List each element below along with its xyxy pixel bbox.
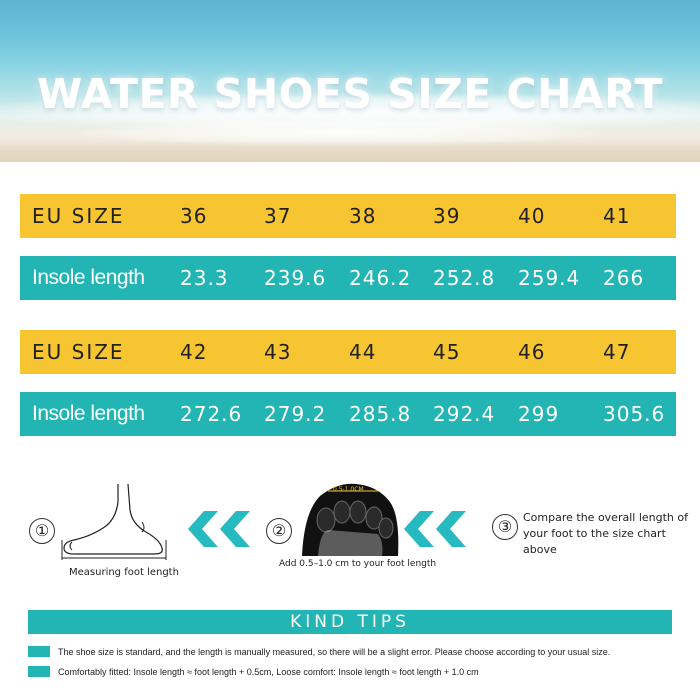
sand-strip [0, 140, 700, 162]
eu-size-label: EU SIZE [32, 204, 125, 228]
length-cell: 252.8 [433, 266, 496, 290]
kind-tips-header: KIND TIPS [28, 610, 672, 634]
chevron-left-double-icon [404, 511, 466, 547]
header-banner: WATER SHOES SIZE CHART [0, 0, 700, 162]
step-1-caption: Measuring foot length [69, 567, 179, 578]
shoe-sole-photo [302, 483, 399, 556]
insole-length-row-2: Insole length 272.6 279.2 285.8 292.4 29… [20, 392, 676, 436]
eu-size-label: EU SIZE [32, 340, 125, 364]
insole-length-row-1: Insole length 23.3 239.6 246.2 252.8 259… [20, 256, 676, 300]
size-cell: 40 [518, 204, 546, 228]
length-cell: 279.2 [264, 402, 327, 426]
step-2-caption: Add 0.5–1.0 cm to your foot length [279, 559, 437, 569]
size-cell: 46 [518, 340, 546, 364]
step-3-text: Compare the overall length of your foot … [523, 511, 688, 556]
length-cell: 285.8 [349, 402, 412, 426]
size-cell: 44 [349, 340, 377, 364]
size-cell: 45 [433, 340, 461, 364]
tip-marker [28, 666, 50, 677]
tip-text: Comfortably fitted: Insole length ≈ foot… [58, 667, 479, 677]
insole-length-label: Insole length [32, 266, 145, 289]
size-cell: 37 [264, 204, 292, 228]
length-cell: 305.6 [603, 402, 666, 426]
bare-foot-illustration [61, 483, 167, 560]
step-1-number: ① [29, 518, 55, 544]
length-cell: 299 [518, 402, 560, 426]
tip-marker [28, 646, 50, 657]
length-cell: 259.4 [518, 266, 581, 290]
step-3-number: ③ [492, 514, 518, 540]
length-cell: 272.6 [180, 402, 243, 426]
eu-size-row-2: EU SIZE 42 43 44 45 46 47 [20, 330, 676, 374]
chevron-left-double-icon [188, 511, 250, 547]
insole-length-label: Insole length [32, 402, 145, 425]
size-cell: 38 [349, 204, 377, 228]
size-cell: 47 [603, 340, 631, 364]
size-cell: 41 [603, 204, 631, 228]
page-title: WATER SHOES SIZE CHART [37, 70, 663, 118]
length-cell: 266 [603, 266, 645, 290]
length-cell: 292.4 [433, 402, 496, 426]
eu-size-row-1: EU SIZE 36 37 38 39 40 41 [20, 194, 676, 238]
step-2-number: ② [266, 518, 292, 544]
length-cell: 239.6 [264, 266, 327, 290]
length-cell: 246.2 [349, 266, 412, 290]
size-cell: 43 [264, 340, 292, 364]
size-cell: 42 [180, 340, 208, 364]
tip-text: The shoe size is standard, and the lengt… [58, 647, 611, 657]
margin-marker-label: 0.5-1.0CM [333, 486, 364, 493]
length-cell: 23.3 [180, 266, 229, 290]
size-cell: 39 [433, 204, 461, 228]
size-cell: 36 [180, 204, 208, 228]
